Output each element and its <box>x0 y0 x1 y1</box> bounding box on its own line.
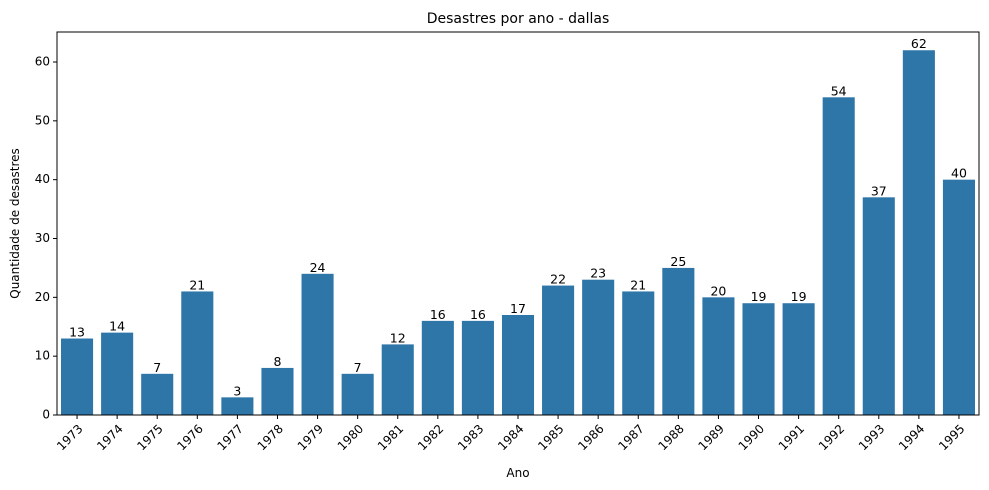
bar-value-label: 16 <box>470 307 486 322</box>
x-tick-label: 1977 <box>214 422 245 453</box>
bar-1973 <box>61 338 94 415</box>
y-axis-ticks: 0 10 20 30 40 50 60 <box>35 55 57 422</box>
x-tick-label: 1976 <box>174 422 205 453</box>
bar-1988 <box>662 267 695 415</box>
x-tick-label: 1987 <box>615 422 646 453</box>
x-tick-label: 1983 <box>455 422 486 453</box>
x-tick-label: 1989 <box>696 422 727 453</box>
x-tick-label: 1994 <box>896 422 927 453</box>
x-tick-label: 1979 <box>295 422 326 453</box>
x-tick-label: 1988 <box>655 422 686 453</box>
bar-1980 <box>341 373 374 415</box>
bar-1974 <box>101 332 134 415</box>
bar-value-label: 25 <box>670 254 686 269</box>
x-tick-label: 1990 <box>736 422 767 453</box>
bar-value-label: 3 <box>233 383 241 398</box>
bar-value-label: 40 <box>951 166 967 181</box>
bar-value-label: 13 <box>69 325 85 340</box>
x-tick-label: 1980 <box>335 422 366 453</box>
x-tick-label: 1992 <box>816 422 847 453</box>
x-tick-label: 1982 <box>415 422 446 453</box>
x-tick-label: 1974 <box>94 422 125 453</box>
x-tick-label: 1984 <box>495 422 526 453</box>
x-tick-label: 1973 <box>54 422 85 453</box>
y-tick-label: 60 <box>35 55 50 69</box>
bar-value-label: 14 <box>109 319 125 334</box>
bar-value-label: 17 <box>510 301 526 316</box>
bar-1984 <box>501 314 535 415</box>
bar-1990 <box>742 303 775 415</box>
bar-value-label: 54 <box>831 83 847 98</box>
x-tick-label: 1981 <box>375 422 406 453</box>
bar-value-label: 20 <box>710 283 726 298</box>
y-tick-label: 20 <box>35 290 50 304</box>
bar-1976 <box>181 291 214 415</box>
bar-value-label: 16 <box>430 307 446 322</box>
y-tick-label: 30 <box>35 231 50 245</box>
bar-1991 <box>782 303 815 415</box>
bar-1978 <box>261 367 294 415</box>
bar-1992 <box>822 97 855 416</box>
bar-value-label: 7 <box>354 360 362 375</box>
x-tick-label: 1993 <box>856 422 887 453</box>
y-tick-label: 0 <box>42 408 50 422</box>
x-tick-label: 1995 <box>936 422 967 453</box>
bar-value-label: 24 <box>310 260 326 275</box>
bar-1977 <box>221 397 254 415</box>
bar-value-label: 22 <box>550 272 566 287</box>
bar-1979 <box>301 273 334 415</box>
x-tick-label: 1991 <box>776 422 807 453</box>
bar-1995 <box>942 179 975 415</box>
y-tick-label: 40 <box>35 172 50 186</box>
chart-title: Desastres por ano - dallas <box>427 11 610 27</box>
bar-1994 <box>902 50 935 415</box>
bar-value-label: 8 <box>274 354 282 369</box>
bar-value-label: 19 <box>751 289 767 304</box>
y-tick-label: 10 <box>35 349 50 363</box>
bar-value-label: 62 <box>911 36 927 51</box>
bar-1975 <box>141 373 174 415</box>
bars-group <box>61 50 975 416</box>
bar-value-label: 21 <box>630 277 646 292</box>
bar-1989 <box>702 297 735 415</box>
x-tick-label: 1978 <box>255 422 286 453</box>
bar-labels-group: 13 14 7 21 3 8 24 7 12 16 16 17 22 23 21 25 20 19 19 54 37 62… <box>69 36 967 398</box>
bar-value-label: 37 <box>871 183 887 198</box>
x-tick-label: 1985 <box>535 422 566 453</box>
bar-1986 <box>582 279 615 415</box>
bar-value-label: 12 <box>390 330 406 345</box>
bar-1983 <box>461 320 494 415</box>
x-axis-ticks: 1973 1974 1975 1976 1977 1978 1979 1980 1981 1982… <box>54 415 968 453</box>
x-axis-label: Ano <box>506 466 529 480</box>
bar-1981 <box>381 344 414 415</box>
y-axis-label: Quantidade de desastres <box>8 148 22 299</box>
bar-1993 <box>862 197 895 415</box>
bar-value-label: 23 <box>590 266 606 281</box>
bar-1982 <box>421 320 454 415</box>
bar-1985 <box>542 285 575 415</box>
x-tick-label: 1986 <box>575 422 606 453</box>
x-tick-label: 1975 <box>134 422 165 453</box>
bar-value-label: 21 <box>189 277 205 292</box>
y-tick-label: 50 <box>35 113 50 127</box>
bar-value-label: 19 <box>791 289 807 304</box>
bar-value-label: 7 <box>153 360 161 375</box>
plot-frame <box>56 31 980 416</box>
bar-1987 <box>622 291 655 415</box>
